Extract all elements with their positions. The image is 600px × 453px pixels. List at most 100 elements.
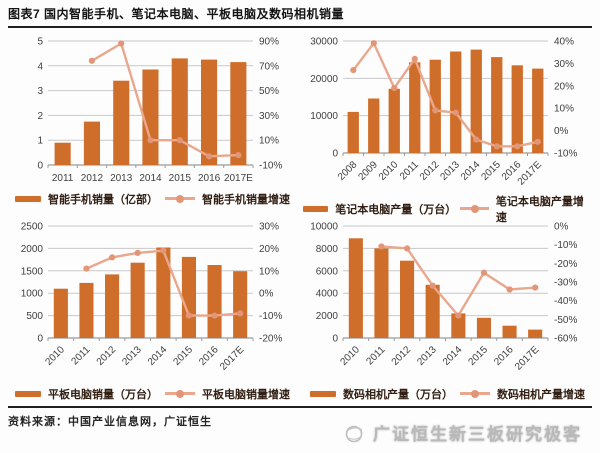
legend-bar-label: 数码相机产量（万台）	[343, 388, 453, 401]
chart-legend-laptop-production: 笔记本电脑产量（万台） 笔记本电脑产量增速	[303, 196, 592, 224]
svg-text:10%: 10%	[259, 136, 279, 147]
svg-text:2013: 2013	[120, 344, 144, 368]
chart-plot-smartphone-sales: 0 1 2 3 4 5 -10% 10% 30% 50% 70% 90% 2011 2012 2013 201…	[37, 37, 282, 185]
svg-text:20%: 20%	[554, 81, 574, 92]
legend-bar-swatch	[310, 390, 336, 397]
svg-text:-10%: -10%	[259, 311, 282, 322]
svg-text:10000: 10000	[310, 111, 338, 122]
legend-bar-label: 智能手机销量（亿部）	[48, 193, 158, 206]
svg-text:2015: 2015	[172, 344, 196, 368]
chart-legend-smartphone-sales: 智能手机销量（亿部） 智能手机销量增速	[15, 191, 290, 206]
svg-text:-10%: -10%	[554, 240, 577, 251]
svg-text:2017E: 2017E	[513, 344, 541, 372]
svg-text:-10%: -10%	[554, 149, 577, 160]
svg-text:2014: 2014	[146, 344, 170, 368]
svg-text:-20%: -20%	[259, 334, 282, 345]
svg-text:50%: 50%	[259, 86, 279, 97]
svg-text:0%: 0%	[259, 289, 274, 300]
svg-text:0: 0	[37, 161, 43, 172]
svg-text:2015: 2015	[479, 159, 503, 183]
svg-text:2014: 2014	[459, 159, 483, 183]
svg-text:0: 0	[332, 149, 338, 160]
svg-text:0: 0	[37, 334, 43, 345]
svg-text:5: 5	[37, 37, 43, 48]
svg-text:2009: 2009	[356, 159, 380, 183]
svg-text:30%: 30%	[259, 222, 279, 233]
svg-text:-60%: -60%	[554, 334, 577, 345]
svg-text:2016: 2016	[198, 173, 221, 184]
chart-plot-laptop-production: 0100002000030000-10%0%10%20%30%40%200820…	[310, 37, 577, 188]
svg-text:2017E: 2017E	[218, 344, 246, 372]
svg-text:2011: 2011	[70, 344, 93, 367]
svg-text:4: 4	[37, 61, 43, 72]
svg-text:0%: 0%	[554, 126, 569, 137]
svg-text:0%: 0%	[554, 222, 569, 233]
svg-text:2015: 2015	[467, 344, 491, 368]
svg-text:2014: 2014	[441, 344, 465, 368]
svg-text:2000: 2000	[316, 311, 339, 322]
svg-text:2500: 2500	[21, 222, 44, 233]
chart-tablet-sales: 0 500 1000 1500 2000 2500 -20% -10% 0% 10% 20% 30% 2…	[8, 218, 297, 401]
legend-line-label: 数码相机产量增速	[497, 388, 585, 401]
svg-text:2013: 2013	[415, 344, 439, 368]
legend-bar-label: 平板电脑销量（万台）	[48, 388, 158, 401]
chart-plot-tablet-sales: 0 500 1000 1500 2000 2500 -20% -10% 0% 10% 20% 30% 2…	[21, 222, 283, 373]
legend-bar-swatch	[303, 205, 329, 212]
svg-text:2000: 2000	[21, 244, 44, 255]
svg-text:6000: 6000	[316, 266, 339, 277]
svg-text:3: 3	[37, 86, 43, 97]
svg-text:4000: 4000	[316, 289, 339, 300]
svg-text:1000: 1000	[21, 289, 44, 300]
footer-divider	[8, 406, 592, 408]
svg-text:30000: 30000	[310, 37, 338, 48]
svg-text:-20%: -20%	[554, 259, 577, 270]
svg-text:-40%: -40%	[554, 296, 577, 307]
figure-title: 图表7 国内智能手机、笔记本电脑、平板电脑及数码相机销量	[8, 3, 592, 28]
svg-text:2011: 2011	[365, 344, 388, 367]
svg-text:-50%: -50%	[554, 315, 577, 326]
svg-text:-30%: -30%	[554, 278, 577, 289]
svg-text:2012: 2012	[95, 344, 119, 368]
chart-camera-production: 0 2000 4000 6000 8000 10000 -60% -50% -40% -30% -2…	[303, 218, 592, 401]
svg-text:0: 0	[332, 334, 338, 345]
svg-text:-10%: -10%	[259, 161, 282, 172]
charts-grid: 0 1 2 3 4 5 -10% 10% 30% 50% 70% 90% 2011 2012 2013 201…	[8, 33, 592, 401]
svg-text:8000: 8000	[316, 244, 339, 255]
svg-text:30%: 30%	[554, 59, 574, 70]
chart-legend-camera-production: 数码相机产量（万台） 数码相机产量增速	[310, 386, 585, 401]
svg-text:2010: 2010	[43, 344, 67, 368]
svg-text:10%: 10%	[259, 266, 279, 277]
legend-bar-label: 笔记本电脑产量（万台）	[335, 203, 457, 216]
svg-text:20000: 20000	[310, 74, 338, 85]
legend-line-swatch	[459, 204, 489, 213]
svg-text:70%: 70%	[259, 61, 279, 72]
svg-text:1: 1	[37, 136, 43, 147]
svg-text:2008: 2008	[336, 159, 360, 183]
svg-text:40%: 40%	[554, 37, 574, 48]
svg-text:10%: 10%	[554, 104, 574, 115]
svg-text:2010: 2010	[338, 344, 362, 368]
svg-text:90%: 90%	[259, 37, 279, 48]
svg-text:2013: 2013	[110, 173, 133, 184]
legend-bar-swatch	[15, 390, 41, 397]
svg-text:1500: 1500	[21, 266, 44, 277]
svg-text:20%: 20%	[259, 244, 279, 255]
chart-laptop-production: 0 10000 20000 30000 -10% 0% 10% 20% 30% 40% 2008 20…	[303, 33, 592, 224]
legend-bar-swatch	[15, 195, 41, 202]
brand-logo-icon	[345, 425, 363, 442]
legend-line-swatch	[165, 194, 195, 203]
svg-text:2012: 2012	[390, 344, 414, 368]
svg-text:30%: 30%	[259, 111, 279, 122]
legend-line-label: 平板电脑销量增速	[202, 388, 290, 401]
svg-text:500: 500	[26, 311, 43, 322]
legend-line-label: 智能手机销量增速	[202, 193, 290, 206]
svg-text:2017E: 2017E	[224, 173, 253, 184]
chart-plot-camera-production: 0 2000 4000 6000 8000 10000 -60% -50% -40% -30% -2…	[310, 222, 577, 373]
svg-text:2: 2	[37, 111, 43, 122]
svg-text:10000: 10000	[310, 222, 338, 233]
svg-text:2014: 2014	[139, 173, 162, 184]
svg-text:2013: 2013	[438, 159, 462, 183]
chart-legend-tablet-sales: 平板电脑销量（万台） 平板电脑销量增速	[15, 386, 290, 401]
chart-smartphone-sales: 0 1 2 3 4 5 -10% 10% 30% 50% 70% 90% 2011 2012 2013 201…	[8, 33, 297, 216]
source-label: 资料来源：中国产业信息网，广证恒生	[8, 416, 212, 428]
